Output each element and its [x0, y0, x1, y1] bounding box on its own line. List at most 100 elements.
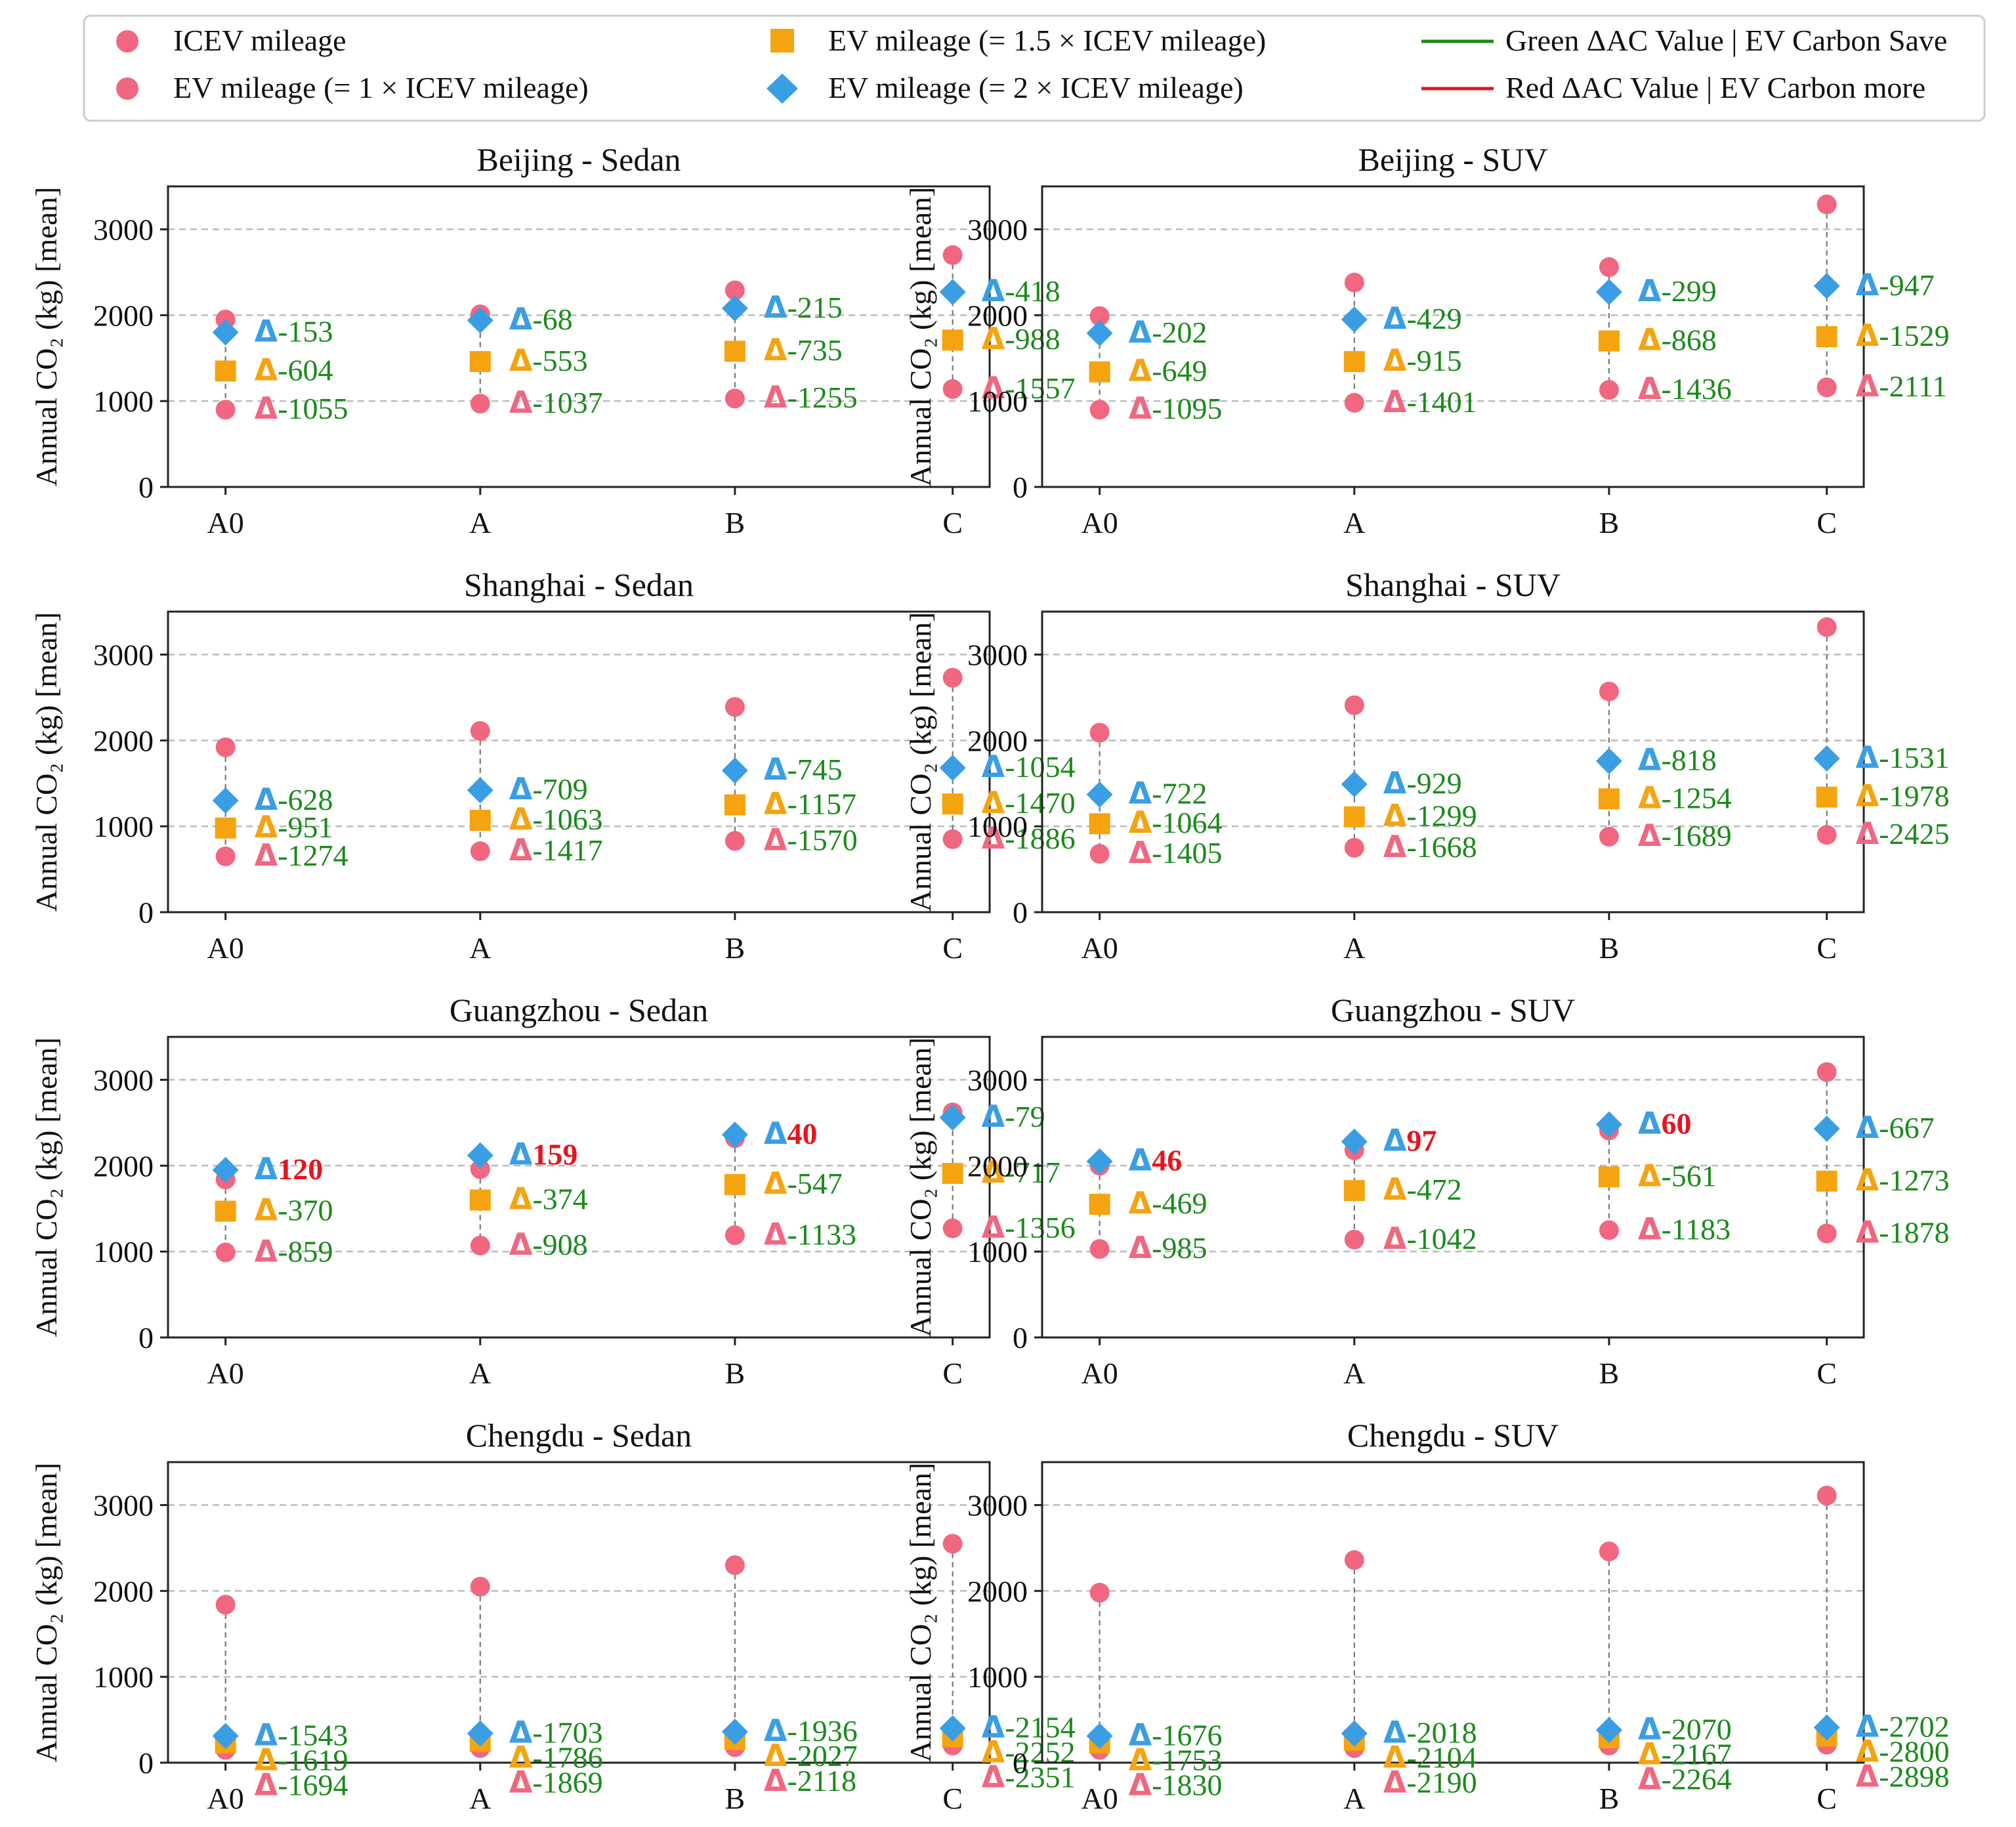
- icev-point: [1599, 1542, 1619, 1561]
- icev-point: [1090, 723, 1110, 743]
- ev2-point: [1341, 306, 1368, 333]
- icev-point: [1345, 1550, 1364, 1570]
- icev-point: [1090, 1583, 1110, 1603]
- delta-icon: Δ: [509, 301, 533, 337]
- ev1-point: [1345, 393, 1364, 413]
- y-tick-label: 0: [138, 471, 154, 504]
- ev15-point: [1089, 813, 1110, 834]
- delta-value: -745: [787, 753, 842, 786]
- delta-value: -1183: [1661, 1212, 1731, 1246]
- delta-value: -908: [532, 1228, 587, 1261]
- delta-icon: Δ: [509, 343, 533, 378]
- legend-label-ev15: EV mileage (= 1.5 × ICEV mileage): [828, 24, 1266, 57]
- subplot-beijing-suv: 0 1000 2000 3000 A0 A B C Beijing - SUV Annual CO…: [904, 141, 1950, 539]
- ev2-point: [722, 1122, 748, 1148]
- y-tick-label: 3000: [967, 638, 1028, 671]
- ev15-point: [1599, 1166, 1620, 1187]
- delta-label-ev2: Δ120: [255, 1151, 324, 1186]
- delta-value: 97: [1406, 1124, 1437, 1158]
- icev-point: [1599, 682, 1619, 702]
- delta-icon: Δ: [509, 1181, 533, 1217]
- legend-label-ev1: EV mileage (= 1 × ICEV mileage): [173, 71, 589, 104]
- delta-icon: Δ: [764, 1763, 788, 1798]
- legend-label-ev2: EV mileage (= 2 × ICEV mileage): [828, 71, 1244, 104]
- delta-label-ev2: Δ97: [1383, 1123, 1437, 1158]
- delta-label-ev15: Δ-553: [509, 343, 588, 378]
- subplot-title: Chengdu - Sedan: [466, 1417, 692, 1454]
- y-axis-label: Annual CO₂ (kg) [mean]: [30, 1038, 63, 1337]
- delta-value: -370: [278, 1194, 333, 1227]
- y-tick-label: 1000: [93, 1235, 154, 1269]
- delta-value: -2264: [1661, 1762, 1731, 1796]
- subplot-title: Beijing - Sedan: [476, 141, 681, 178]
- delta-value: -561: [1661, 1159, 1716, 1192]
- delta-label-ev1: Δ-1255: [764, 379, 858, 415]
- y-tick-label: 0: [1013, 896, 1028, 929]
- x-tick-label: A0: [1082, 506, 1118, 539]
- delta-value: -1978: [1879, 780, 1949, 813]
- icev-point: [725, 697, 745, 717]
- delta-value: -469: [1152, 1186, 1207, 1220]
- ev15-point: [724, 341, 746, 362]
- ev15-point: [470, 351, 491, 372]
- x-tick-label: C: [942, 1356, 963, 1390]
- ev15-point: [1599, 788, 1620, 809]
- delta-value: -2898: [1879, 1759, 1949, 1793]
- delta-icon: Δ: [255, 352, 278, 387]
- ev2-point: [1596, 748, 1622, 774]
- delta-label-ev1: Δ-1133: [764, 1216, 856, 1251]
- delta-value: 46: [1152, 1144, 1182, 1177]
- y-tick-label: 2000: [967, 724, 1028, 757]
- icev-point: [1345, 696, 1364, 715]
- ev2-point: [722, 757, 748, 784]
- x-tick-label: A0: [207, 1356, 244, 1390]
- icev-point: [725, 1555, 745, 1575]
- ev1-point: [1090, 400, 1110, 419]
- delta-label-ev15: Δ-561: [1638, 1158, 1717, 1193]
- delta-label-ev1: Δ-2190: [1383, 1765, 1477, 1800]
- legend: ICEV mileage EV mileage (= 1 × ICEV mile…: [84, 16, 1984, 121]
- icev-point: [1817, 1062, 1837, 1082]
- ev1-point: [471, 841, 490, 861]
- y-tick-label: 1000: [967, 1235, 1028, 1269]
- y-axis-label: Annual CO₂ (kg) [mean]: [904, 1038, 937, 1337]
- delta-label-ev1: Δ-1417: [509, 832, 603, 868]
- delta-value: -202: [1152, 316, 1207, 349]
- ev2-point: [1341, 771, 1368, 797]
- ev1-point: [943, 1219, 963, 1238]
- delta-label-ev2: Δ-745: [764, 751, 843, 787]
- delta-label-ev15: Δ-1273: [1856, 1162, 1950, 1198]
- ev2-point: [940, 279, 966, 305]
- x-tick-label: A: [469, 931, 491, 965]
- ev15-point: [1816, 787, 1838, 808]
- ev15-point: [942, 1163, 963, 1184]
- delta-label-ev2: Δ46: [1129, 1143, 1183, 1178]
- delta-label-ev2: Δ-68: [509, 301, 573, 337]
- delta-icon: Δ: [509, 1137, 533, 1172]
- delta-icon: Δ: [1856, 368, 1880, 404]
- delta-value: -1405: [1152, 836, 1222, 870]
- delta-value: 60: [1661, 1106, 1691, 1140]
- delta-icon: Δ: [1383, 798, 1407, 833]
- y-tick-label: 3000: [967, 213, 1028, 246]
- ev1-point: [1817, 1224, 1837, 1244]
- delta-value: -735: [787, 333, 842, 367]
- delta-label-ev2: Δ159: [509, 1137, 578, 1172]
- delta-label-ev1: Δ-1037: [509, 385, 603, 420]
- delta-icon: Δ: [1638, 742, 1662, 778]
- legend-label-icev: ICEV mileage: [173, 24, 346, 57]
- delta-value: -1037: [532, 386, 602, 419]
- delta-label-ev15: Δ-868: [1638, 322, 1717, 358]
- delta-value: -1095: [1152, 392, 1222, 425]
- delta-value: -915: [1406, 344, 1461, 377]
- ev15-point: [942, 793, 963, 814]
- icev-point: [216, 1595, 236, 1614]
- delta-label-ev15: Δ-370: [255, 1192, 333, 1228]
- ev1-point: [216, 1242, 236, 1262]
- y-tick-label: 1000: [967, 385, 1028, 418]
- subplot-grid: 0100020003000A0 A B CBeijing - SedanAnnual …: [30, 141, 1950, 1815]
- delta-value: -1869: [532, 1766, 602, 1799]
- delta-value: -1157: [787, 787, 856, 820]
- delta-value: -1255: [787, 381, 857, 414]
- legend-label-green: Green ΔAC Value | EV Carbon Save: [1505, 24, 1947, 57]
